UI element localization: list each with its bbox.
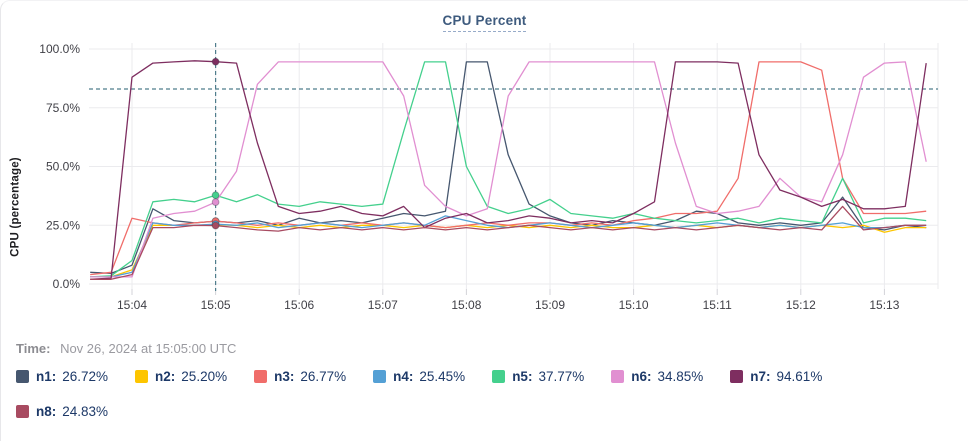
legend-value-n1: 26.72% [62, 369, 109, 384]
svg-text:0.0%: 0.0% [53, 277, 81, 291]
series-line-n5 [90, 61, 927, 278]
series-line-n6 [90, 61, 927, 278]
legend-item-n3[interactable]: n3: 26.77% [254, 369, 346, 384]
y-axis-title: CPU (percentage) [9, 157, 22, 257]
legend-swatch-n4 [373, 370, 387, 383]
chart-area: CPU (percentage) 100.0% 75.0% 50.0% 25.0% 0.… [1, 41, 968, 311]
legend-swatch-n8 [16, 405, 29, 418]
legend-name-n7: n7: [750, 369, 771, 384]
time-value: Nov 26, 2024 at 15:05:00 UTC [60, 341, 237, 356]
legend-name-n6: n6: [631, 369, 652, 384]
legend: n1: 26.72% n2: 25.20% n3: 26.77% n4: 25.45% n5: 3… [16, 369, 954, 419]
legend-name-n1: n1: [36, 369, 57, 384]
legend-item-n1[interactable]: n1: 26.72% [16, 369, 108, 384]
svg-text:15:11: 15:11 [703, 298, 732, 311]
legend-item-n7[interactable]: n7: 94.61% [730, 369, 822, 384]
legend-name-n8: n8: [36, 404, 57, 419]
cursor-time-row: Time: Nov 26, 2024 at 15:05:00 UTC [16, 341, 968, 356]
legend-swatch-n7 [730, 370, 744, 383]
legend-value-n4: 25.45% [419, 369, 466, 384]
cursor-dot-n6 [211, 198, 220, 207]
legend-name-n2: n2: [155, 369, 176, 384]
legend-value-n8: 24.83% [62, 404, 109, 419]
time-label: Time: [16, 341, 51, 356]
legend-value-n6: 34.85% [657, 369, 704, 384]
legend-swatch-n2 [135, 370, 149, 383]
svg-text:100.0%: 100.0% [39, 42, 80, 56]
panel-header: CPU Percent [1, 1, 968, 38]
svg-text:75.0%: 75.0% [46, 101, 80, 115]
svg-text:15:06: 15:06 [284, 298, 314, 311]
chart-title[interactable]: CPU Percent [442, 13, 527, 32]
svg-text:15:12: 15:12 [786, 298, 816, 311]
svg-text:50.0%: 50.0% [46, 160, 80, 174]
legend-item-n5[interactable]: n5: 37.77% [492, 369, 584, 384]
svg-text:15:07: 15:07 [368, 298, 398, 311]
legend-item-n8[interactable]: n8: 24.83% [16, 404, 108, 419]
svg-text:15:08: 15:08 [451, 298, 481, 311]
cpu-chart-svg[interactable]: 100.0% 75.0% 50.0% 25.0% 0.0% 15:04 15:05 15:06… [1, 41, 968, 311]
legend-value-n2: 25.20% [181, 369, 228, 384]
legend-value-n7: 94.61% [776, 369, 823, 384]
legend-name-n5: n5: [512, 369, 533, 384]
series-line-n8 [90, 205, 927, 280]
svg-text:25.0%: 25.0% [46, 218, 80, 232]
svg-text:15:10: 15:10 [619, 298, 649, 311]
legend-name-n3: n3: [274, 369, 295, 384]
legend-swatch-n5 [492, 370, 506, 383]
legend-item-n2[interactable]: n2: 25.20% [135, 369, 227, 384]
series-line-n3 [90, 61, 927, 276]
svg-text:15:09: 15:09 [535, 298, 565, 311]
legend-swatch-n6 [611, 370, 625, 383]
legend-swatch-n1 [16, 370, 29, 383]
cursor-dot-n5 [211, 191, 220, 200]
legend-swatch-n3 [254, 370, 268, 383]
legend-value-n5: 37.77% [538, 369, 585, 384]
svg-text:15:04: 15:04 [117, 298, 147, 311]
legend-item-n4[interactable]: n4: 25.45% [373, 369, 465, 384]
svg-text:15:13: 15:13 [869, 298, 899, 311]
legend-item-n6[interactable]: n6: 34.85% [611, 369, 703, 384]
series-line-n7 [90, 60, 927, 280]
legend-value-n3: 26.77% [300, 369, 347, 384]
legend-name-n4: n4: [393, 369, 414, 384]
cursor-dot-n7 [211, 57, 220, 66]
svg-text:15:05: 15:05 [201, 298, 231, 311]
cursor-dot-n8 [211, 221, 220, 230]
